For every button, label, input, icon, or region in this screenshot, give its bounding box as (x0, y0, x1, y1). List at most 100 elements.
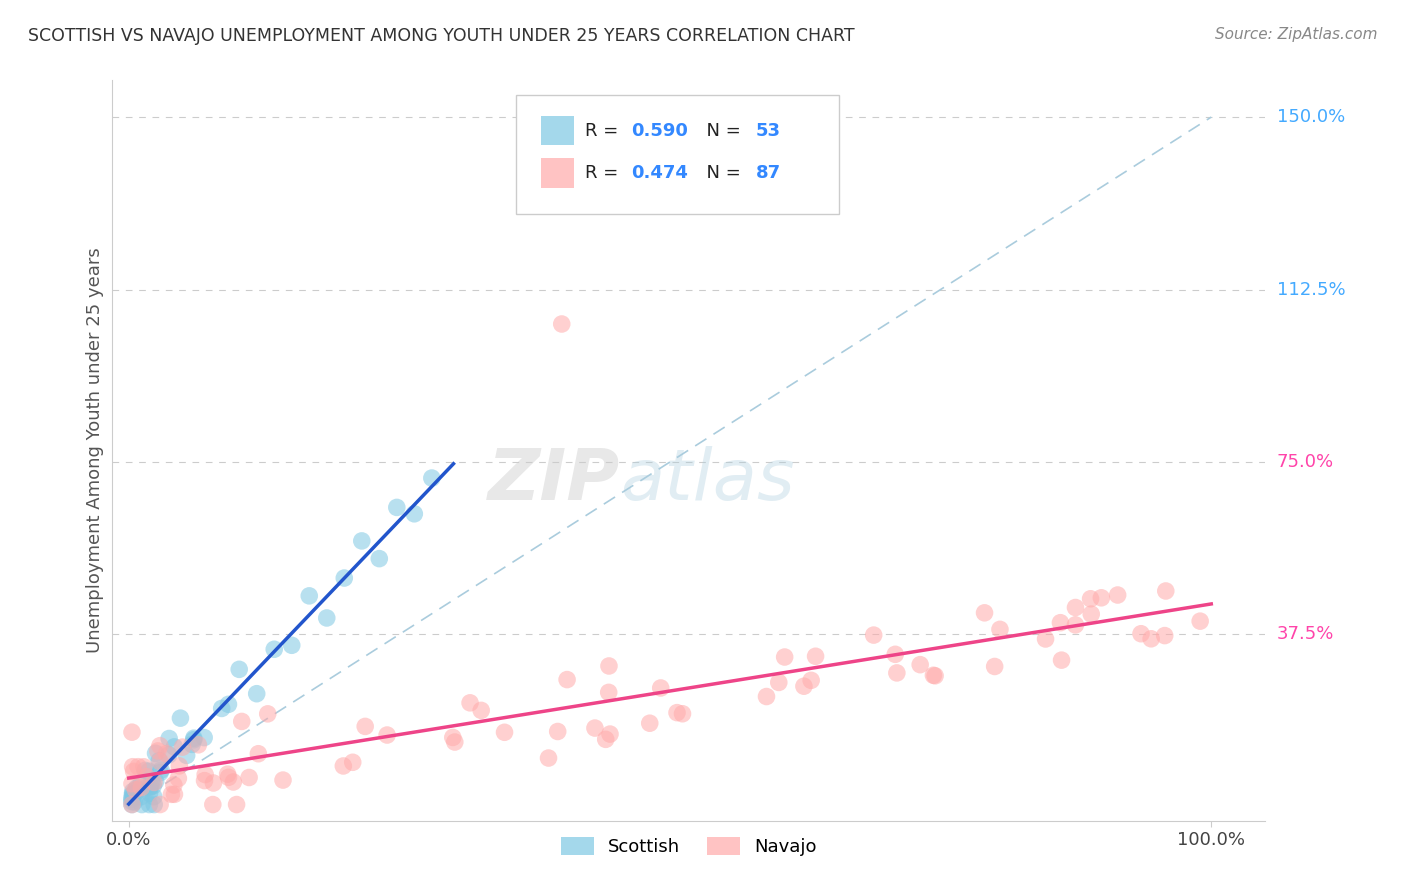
Text: 53: 53 (756, 121, 780, 140)
Point (157, 731, 180, 746)
Point (924, 669, 946, 683)
Point (121, 795, 143, 809)
Legend: Scottish, Navajo: Scottish, Navajo (554, 830, 824, 863)
Point (638, 716, 661, 731)
Point (583, 721, 606, 735)
Point (202, 776, 225, 790)
Point (350, 533, 373, 548)
Point (598, 659, 620, 673)
Text: 37.5%: 37.5% (1277, 625, 1334, 643)
Point (201, 797, 224, 812)
Point (1153, 629, 1175, 643)
Point (141, 775, 163, 789)
Point (193, 731, 215, 745)
Point (1107, 588, 1129, 602)
Point (131, 780, 153, 795)
Point (167, 772, 190, 786)
Point (595, 732, 617, 747)
Point (988, 623, 1011, 637)
Point (146, 744, 169, 758)
Point (139, 780, 162, 794)
Point (666, 706, 689, 720)
Point (124, 782, 146, 797)
Point (470, 703, 492, 717)
Point (122, 764, 145, 779)
Point (973, 606, 995, 620)
Point (211, 701, 233, 715)
Point (1064, 600, 1087, 615)
Point (1080, 591, 1102, 606)
Point (163, 739, 186, 754)
Point (176, 748, 198, 763)
Point (121, 784, 143, 798)
Point (169, 711, 191, 725)
Point (132, 760, 155, 774)
Point (886, 665, 908, 680)
Point (125, 782, 148, 797)
Point (404, 507, 426, 521)
Point (138, 797, 160, 812)
Point (122, 795, 145, 809)
Point (342, 756, 364, 770)
Point (121, 797, 143, 812)
Point (385, 500, 408, 515)
Text: R =: R = (585, 121, 624, 140)
Point (125, 781, 148, 796)
Point (121, 777, 143, 791)
Point (155, 747, 177, 761)
Point (247, 747, 270, 761)
FancyBboxPatch shape (541, 116, 574, 145)
Point (375, 728, 398, 742)
Point (983, 659, 1005, 673)
Point (172, 740, 194, 755)
Y-axis label: Unemployment Among Youth under 25 years: Unemployment Among Youth under 25 years (86, 248, 104, 653)
Point (238, 771, 260, 785)
Point (1090, 591, 1112, 605)
Point (157, 747, 180, 762)
Point (169, 759, 191, 773)
Point (222, 775, 245, 789)
Point (773, 650, 796, 665)
Point (193, 773, 215, 788)
Point (149, 797, 172, 812)
Point (443, 735, 465, 749)
Point (149, 765, 172, 780)
Point (922, 668, 945, 682)
Point (138, 786, 160, 800)
Point (145, 774, 167, 789)
Point (368, 551, 391, 566)
Point (494, 725, 516, 739)
Text: ZIP: ZIP (488, 446, 620, 515)
Point (228, 662, 250, 676)
Point (135, 770, 157, 784)
Point (862, 628, 884, 642)
Point (131, 797, 153, 812)
Point (163, 778, 186, 792)
Text: 75.0%: 75.0% (1277, 453, 1334, 471)
Point (122, 787, 145, 801)
Text: atlas: atlas (620, 446, 794, 515)
Point (142, 779, 165, 793)
Point (551, 317, 574, 331)
Text: N =: N = (695, 164, 747, 182)
Point (650, 681, 672, 695)
Point (768, 675, 790, 690)
Point (1140, 632, 1163, 646)
Point (121, 792, 143, 806)
Text: Source: ZipAtlas.com: Source: ZipAtlas.com (1215, 27, 1378, 42)
Text: 87: 87 (756, 164, 780, 182)
Point (217, 767, 239, 781)
Point (271, 773, 294, 788)
Point (755, 690, 778, 704)
Point (121, 760, 143, 774)
Point (148, 754, 170, 768)
Point (333, 571, 356, 585)
Point (121, 725, 143, 739)
Point (1035, 632, 1057, 646)
Point (547, 724, 569, 739)
Point (160, 788, 183, 802)
Point (231, 714, 253, 729)
Point (181, 738, 204, 752)
Point (263, 642, 285, 657)
Point (598, 685, 620, 699)
